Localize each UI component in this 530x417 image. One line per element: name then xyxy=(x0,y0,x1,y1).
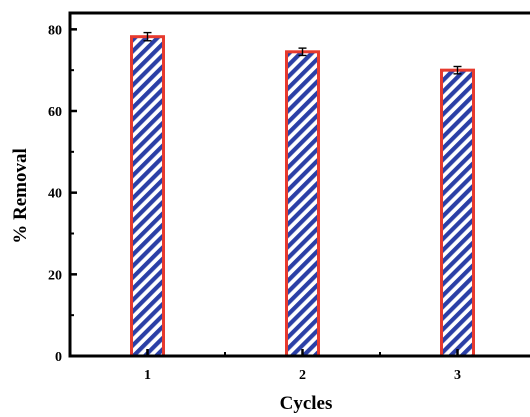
y-tick-label: 0 xyxy=(55,350,62,365)
y-tick-label: 40 xyxy=(48,187,62,202)
bars-group xyxy=(130,35,475,358)
x-tick-label: 3 xyxy=(454,368,461,383)
y-axis-title: % Removal xyxy=(10,148,31,244)
error-bar-cycle-1 xyxy=(143,31,152,42)
bar-cycle-1 xyxy=(130,35,165,358)
bar-cycle-3 xyxy=(440,68,475,358)
error-bar-cycle-3 xyxy=(453,65,462,75)
y-tick-label: 60 xyxy=(48,105,62,120)
y-tick-label: 80 xyxy=(48,23,62,38)
error-bar-cycle-2 xyxy=(298,47,307,57)
bar-cycle-2 xyxy=(285,50,320,358)
x-ticks-group: 1 2 3 xyxy=(144,349,461,383)
x-tick-label: 1 xyxy=(144,368,151,383)
x-tick-label: 2 xyxy=(299,368,306,383)
y-ticks-group: 0 20 40 60 80 xyxy=(48,23,77,365)
error-bars-group xyxy=(143,31,462,75)
y-tick-label: 20 xyxy=(48,268,62,283)
x-axis-title: Cycles xyxy=(280,393,333,414)
